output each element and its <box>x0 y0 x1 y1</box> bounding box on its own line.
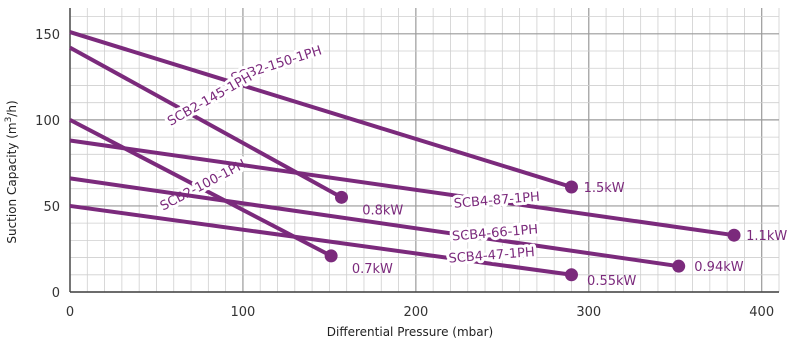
x-tick-label: 200 <box>403 305 428 320</box>
series-label: SCB4-47-1PH <box>448 245 535 267</box>
y-axis-label-main: Suction Capacity (m <box>5 122 19 243</box>
series-endpoint <box>324 249 338 263</box>
x-tick-label: 400 <box>749 305 774 320</box>
series-endpoint <box>334 190 348 204</box>
series-endpoint <box>564 268 578 282</box>
series-power-label: 0.7kW <box>352 262 393 277</box>
chart-axes <box>69 8 779 293</box>
series-power-label: 0.8kW <box>362 203 403 218</box>
series-power-label: 0.55kW <box>587 274 636 289</box>
series-power-label: 1.1kW <box>746 229 787 244</box>
y-tick-label: 50 <box>43 200 60 215</box>
y-axis-label-tail: /h) <box>5 100 19 116</box>
y-tick-label: 150 <box>35 28 60 43</box>
y-tick-label: 100 <box>35 114 60 129</box>
series-power-label: 0.94kW <box>694 260 743 275</box>
y-axis-label: Suction Capacity (m3/h) <box>4 100 19 243</box>
series-endpoint <box>564 180 578 194</box>
chart-series: SCB2-150-1PHSCB2-150-1PH1.5kWSCB2-145-1P… <box>69 30 787 289</box>
series-line <box>69 118 333 258</box>
series-line <box>69 203 572 277</box>
series-line <box>69 30 573 189</box>
x-tick-label: 0 <box>66 305 74 320</box>
x-tick-label: 100 <box>231 305 256 320</box>
series-label: SCB2-145-1PH <box>165 70 255 130</box>
x-axis-label: Differential Pressure (mbar) <box>327 325 493 339</box>
chart-ticks: 0 100 200 300 400 0 50 100 150 <box>35 28 774 320</box>
y-tick-label: 0 <box>52 286 60 301</box>
series-line <box>69 176 679 269</box>
series-label: SCB4-66-1PH <box>451 222 538 244</box>
y-axis-label-superscript: 3 <box>4 117 14 123</box>
series-line <box>69 138 735 238</box>
series-label: SCB4-87-1PH <box>453 190 540 212</box>
series-power-label: 1.5kW <box>584 181 625 196</box>
chart-grid <box>69 8 780 293</box>
series-endpoint <box>672 259 686 273</box>
x-tick-label: 300 <box>576 305 601 320</box>
series-endpoint <box>727 228 741 242</box>
